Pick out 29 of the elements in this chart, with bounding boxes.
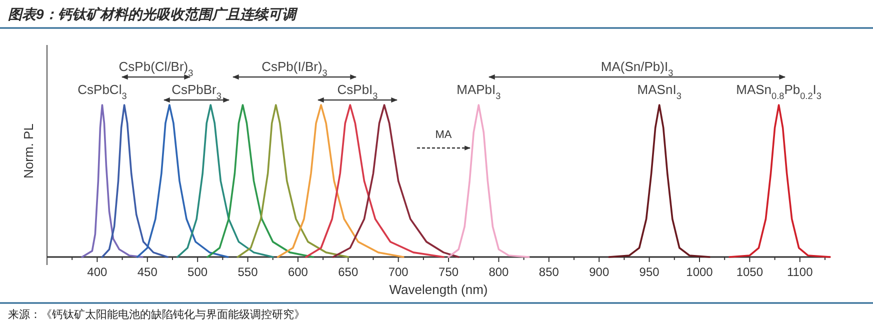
series-label: MASnI$_{3}$ [637, 82, 682, 101]
text: CsPb(Cl/Br)$_{3}$ [118, 59, 194, 78]
x-tick-label: 650 [338, 265, 358, 279]
x-tick-label: 750 [438, 265, 459, 279]
x-tick-label: 600 [288, 265, 308, 279]
annotation: MA [435, 129, 452, 141]
source-note: 来源：《钙钛矿太阳能电池的缺陷钝化与界面能级调控研究》 [8, 308, 305, 321]
series-label: CsPbCl$_{3}$ [78, 82, 127, 101]
text: MA(Sn/Pb)I$_{3}$ [600, 59, 674, 78]
text: CsPbBr$_{3}$ [172, 82, 222, 101]
x-tick-label: 1050 [736, 265, 764, 279]
x-tick-label: 950 [639, 265, 660, 279]
x-tick-label: 1000 [686, 265, 714, 279]
x-axis-title: Wavelength (nm) [389, 282, 488, 297]
y-axis-title: Norm. PL [21, 124, 36, 178]
x-tick-label: 900 [589, 265, 610, 279]
x-tick-label: 800 [488, 265, 510, 279]
x-tick-label: 1100 [786, 265, 814, 279]
text: CsPb(I/Br)$_{3}$ [262, 59, 328, 78]
x-tick-label: 400 [87, 265, 108, 279]
x-tick-label: 500 [188, 265, 208, 279]
series-label: MAPbI$_{3}$ [456, 82, 501, 101]
x-tick-label: 850 [538, 265, 560, 279]
text: CsPbI$_{3}$ [337, 82, 378, 101]
x-tick-label: 700 [388, 265, 409, 279]
chart-title: 图表9：钙钛矿材料的光吸收范围广且连续可调 [8, 6, 298, 22]
series-label: MASn$_{0.8}$Pb$_{0.2}$I$_{3}$ [736, 82, 822, 101]
x-tick-label: 450 [137, 265, 158, 279]
x-tick-label: 550 [238, 265, 258, 279]
